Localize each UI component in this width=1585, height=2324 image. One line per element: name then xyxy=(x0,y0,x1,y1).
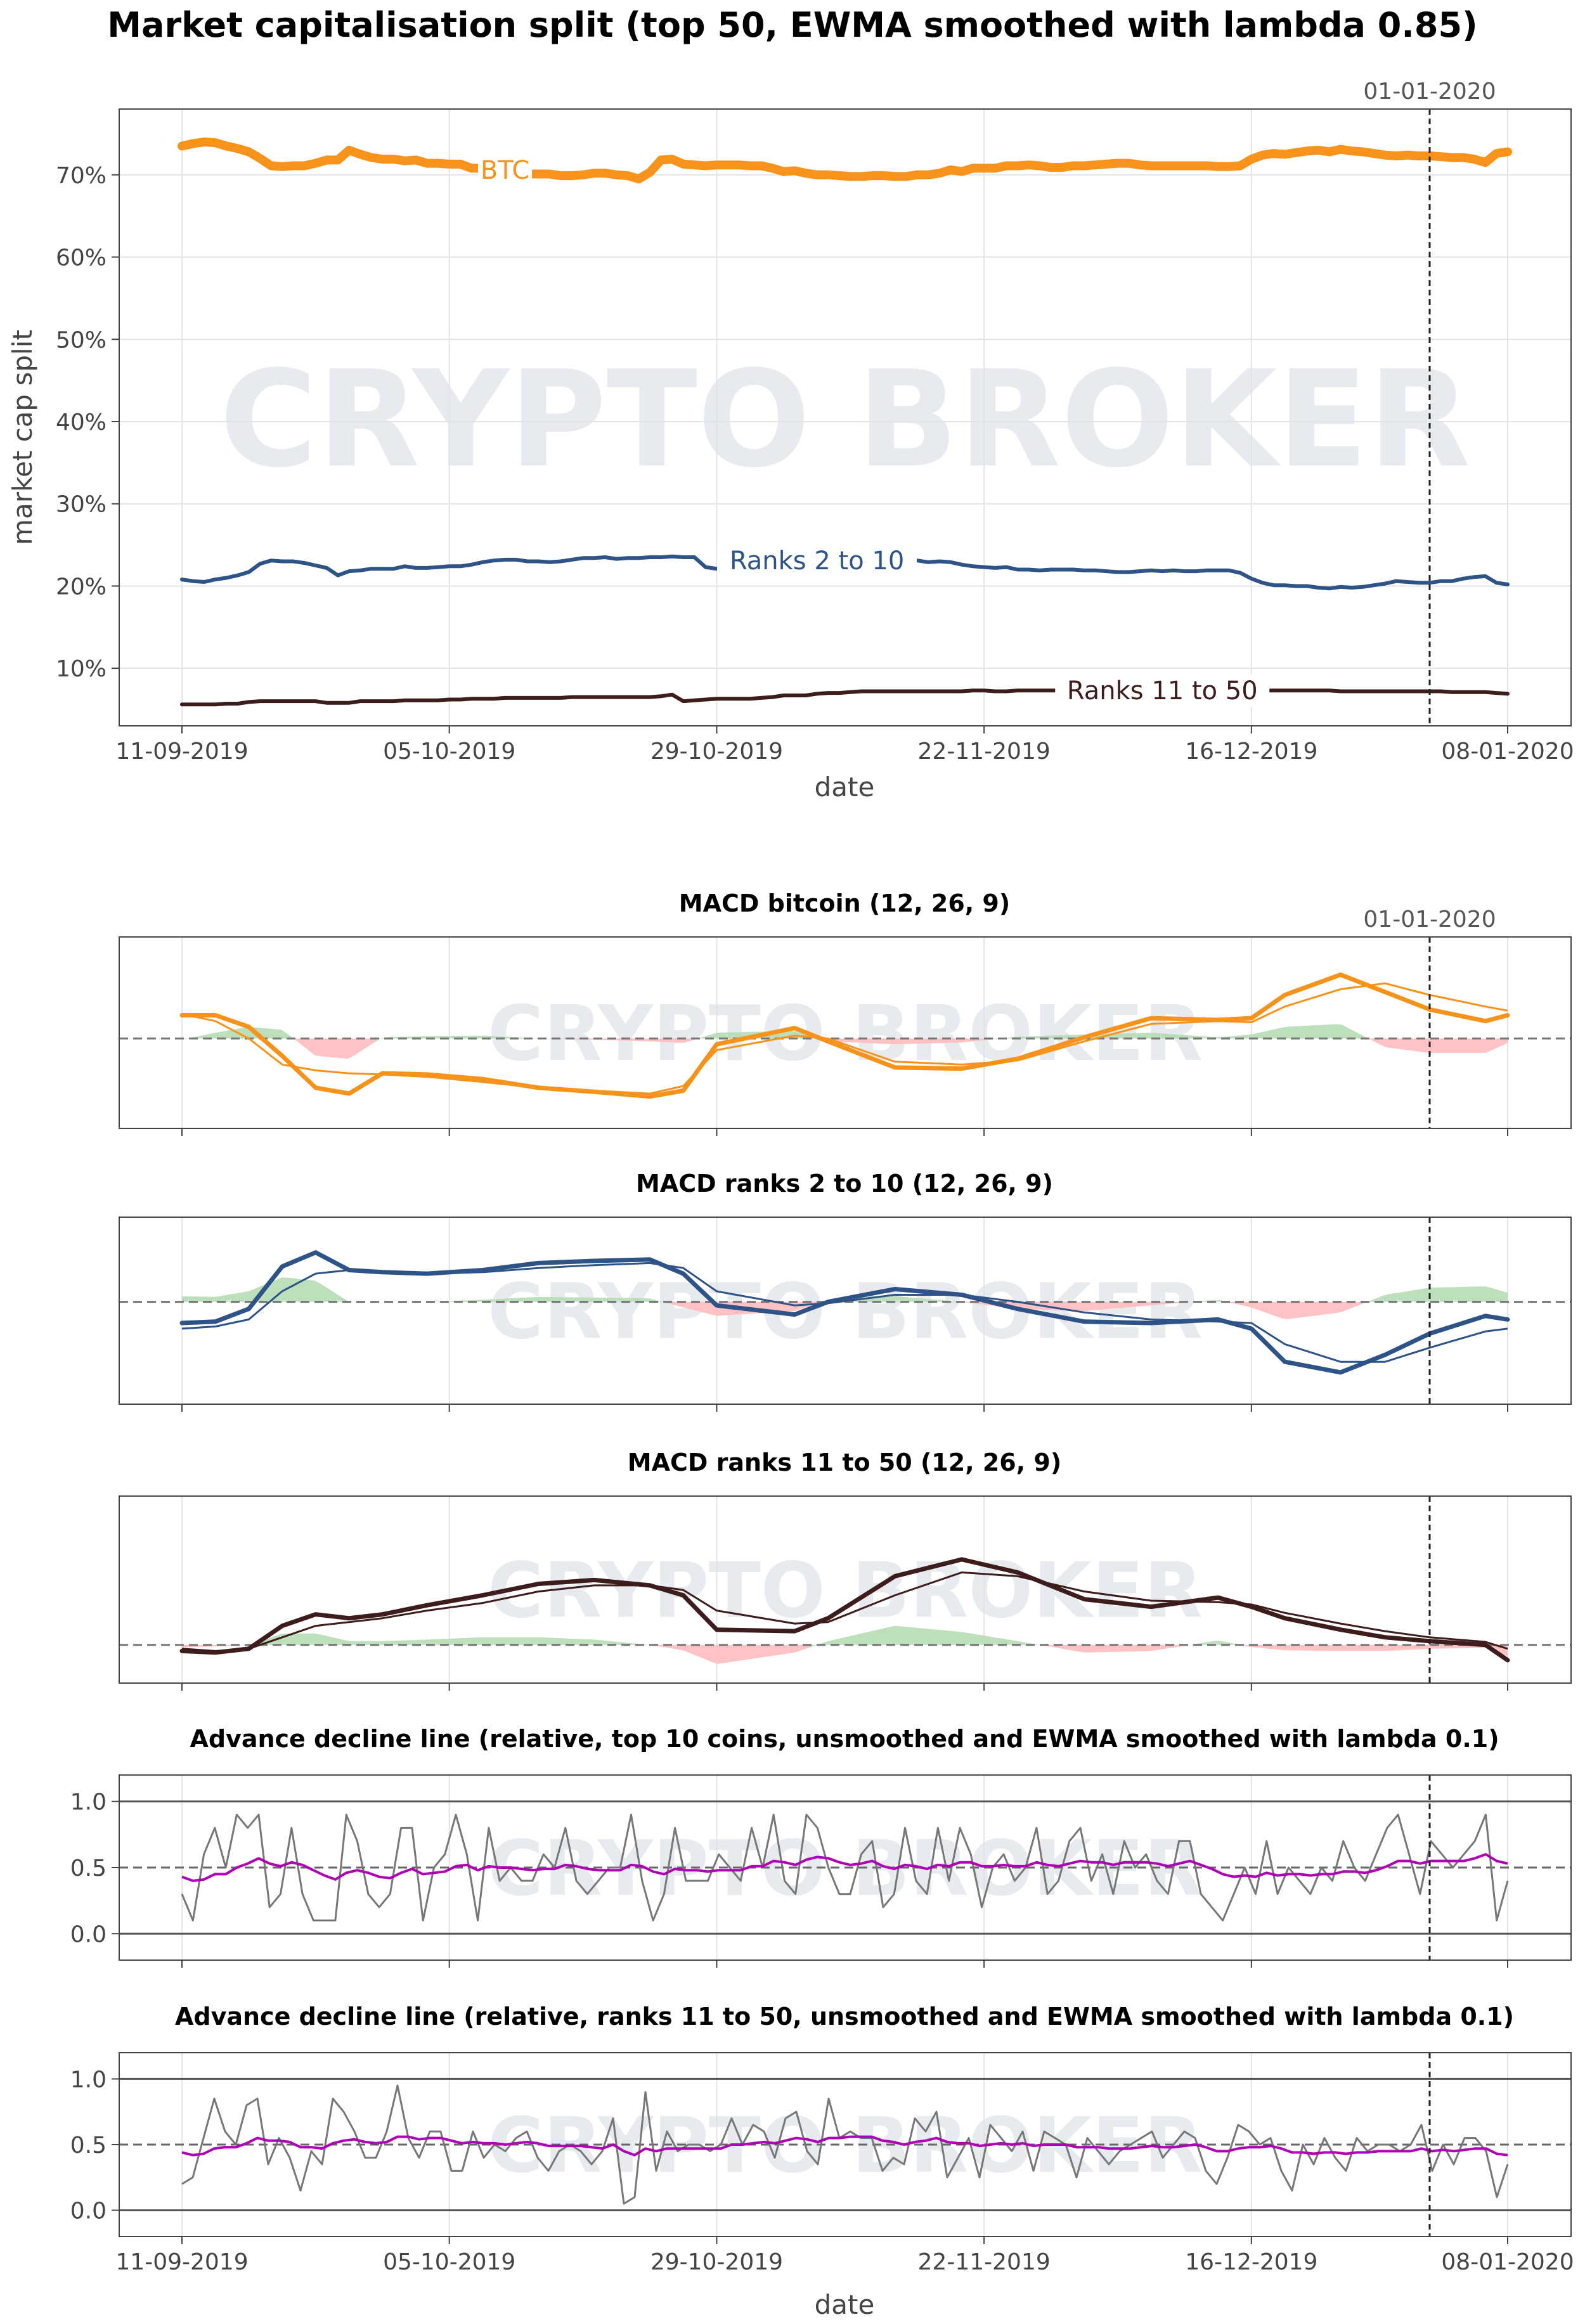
panel-frame xyxy=(119,1774,1572,1961)
series-label-bg-0 xyxy=(478,153,533,187)
adl-ranks-11-50-title: Advance decline line (relative, ranks 11… xyxy=(175,2003,1514,2030)
histogram-negative-area xyxy=(1364,1036,1508,1053)
y-tick-label: 70% xyxy=(56,163,107,189)
histogram-negative-area xyxy=(1038,1644,1187,1653)
histogram-positive-area xyxy=(1364,1286,1508,1303)
watermark-text: CRYPTO BROKER xyxy=(488,990,1203,1078)
y-tick-label: 1.0 xyxy=(70,1790,107,1816)
panel-frame xyxy=(119,1495,1572,1684)
histogram-negative-area xyxy=(292,1038,375,1059)
x-tick-label: 05-10-2019 xyxy=(383,739,515,765)
histogram-positive-area xyxy=(182,1277,663,1302)
reference-date-label: 01-01-2020 xyxy=(1363,907,1496,933)
macd-ranks-2-10-title: MACD ranks 2 to 10 (12, 26, 9) xyxy=(636,1170,1053,1198)
y-tick-label: 40% xyxy=(56,410,107,436)
watermark-text: CRYPTO BROKER xyxy=(219,342,1470,497)
y-tick-label: 0.5 xyxy=(70,1856,107,1882)
macd-bitcoin-panel: CRYPTO BROKER 01-01-2020 xyxy=(119,907,1572,1136)
series-line-2 xyxy=(180,688,1510,707)
x-tick-label: 11-09-2019 xyxy=(115,2249,248,2275)
histogram-positive-area xyxy=(812,1625,1038,1647)
watermark-text: CRYPTO BROKER xyxy=(488,1547,1203,1636)
x-tick-label: 16-12-2019 xyxy=(1185,2249,1317,2275)
adl-unsmoothed-line xyxy=(181,1814,1509,1921)
panel-frame xyxy=(119,1217,1572,1405)
series-label-0: BTC xyxy=(481,156,529,185)
y-tick-label: 0.0 xyxy=(70,2198,107,2224)
histogram-positive-area xyxy=(248,1633,646,1645)
y-tick-label: 30% xyxy=(56,492,107,518)
histogram-negative-area xyxy=(645,1644,812,1664)
series-label-1: Ranks 2 to 10 xyxy=(730,546,904,576)
macd-bitcoin-title: MACD bitcoin (12, 26, 9) xyxy=(679,889,1010,917)
histogram-positive-area xyxy=(187,1027,293,1039)
adl-unsmoothed-line xyxy=(181,2084,1509,2205)
reference-date-label: 01-01-2020 xyxy=(1363,79,1496,105)
x-tick-label: 08-01-2020 xyxy=(1441,2249,1574,2275)
histogram-positive-area xyxy=(822,1296,961,1302)
histogram-positive-area xyxy=(375,1035,536,1042)
histogram-negative-area xyxy=(817,1038,1000,1045)
market-cap-x-axis-label: date xyxy=(815,771,875,803)
x-tick-label: 16-12-2019 xyxy=(1185,739,1317,765)
x-tick-label: 08-01-2020 xyxy=(1441,739,1574,765)
y-tick-label: 0.0 xyxy=(70,1921,107,1947)
adl-smoothed-line xyxy=(181,1853,1508,1882)
macd-line xyxy=(179,1250,1510,1375)
macd-line xyxy=(179,972,1510,1099)
signal-line xyxy=(181,1571,1508,1652)
y-tick-label: 60% xyxy=(56,245,107,271)
market-cap-split-panel: 10% 20% 30% 40% 50% 60% 70% CRYPTO BROKER BTC Ran… xyxy=(56,79,1574,765)
market-cap-y-axis-label: market cap split xyxy=(7,330,38,545)
x-tick-label: 29-10-2019 xyxy=(650,2249,783,2275)
signal-line xyxy=(181,982,1508,1095)
watermark-text: CRYPTO BROKER xyxy=(488,1269,1203,1357)
x-tick-label: 22-11-2019 xyxy=(918,739,1051,765)
panel-frame xyxy=(119,936,1572,1129)
series-label-bg-2 xyxy=(1055,674,1270,707)
x-tick-label: 11-09-2019 xyxy=(115,739,248,765)
macd-ranks-11-50-title: MACD ranks 11 to 50 (12, 26, 9) xyxy=(628,1449,1061,1476)
series-label-2: Ranks 11 to 50 xyxy=(1067,676,1258,706)
y-tick-label: 20% xyxy=(56,574,107,600)
histogram-negative-area xyxy=(535,1038,696,1043)
y-tick-label: 0.5 xyxy=(70,2133,107,2159)
histogram-negative-area xyxy=(1237,1644,1508,1656)
x-tick-label: 22-11-2019 xyxy=(918,2249,1051,2275)
y-tick-label: 50% xyxy=(56,327,107,353)
adl-smoothed-line xyxy=(181,2135,1508,2157)
macd-ranks-11-50-panel: CRYPTO BROKER xyxy=(119,1495,1572,1691)
macd-ranks-2-10-panel: CRYPTO BROKER xyxy=(119,1217,1572,1412)
series-label-bg-1 xyxy=(717,544,917,578)
adl-x-axis-label: date xyxy=(815,2289,875,2320)
x-tick-label: 05-10-2019 xyxy=(383,2249,515,2275)
main-chart-title: Market capitalisation split (top 50, EWM… xyxy=(107,5,1477,45)
panel-frame xyxy=(119,108,1572,726)
macd-line xyxy=(179,1557,1510,1663)
histogram-negative-area xyxy=(1226,1301,1364,1319)
y-tick-label: 10% xyxy=(56,656,107,682)
signal-line xyxy=(181,1262,1508,1363)
x-tick-label: 29-10-2019 xyxy=(650,739,783,765)
y-tick-label: 1.0 xyxy=(70,2067,107,2093)
panel-frame xyxy=(119,2052,1572,2237)
adl-top10-title: Advance decline line (relative, top 10 c… xyxy=(190,1725,1499,1753)
series-line-0 xyxy=(178,137,1512,184)
